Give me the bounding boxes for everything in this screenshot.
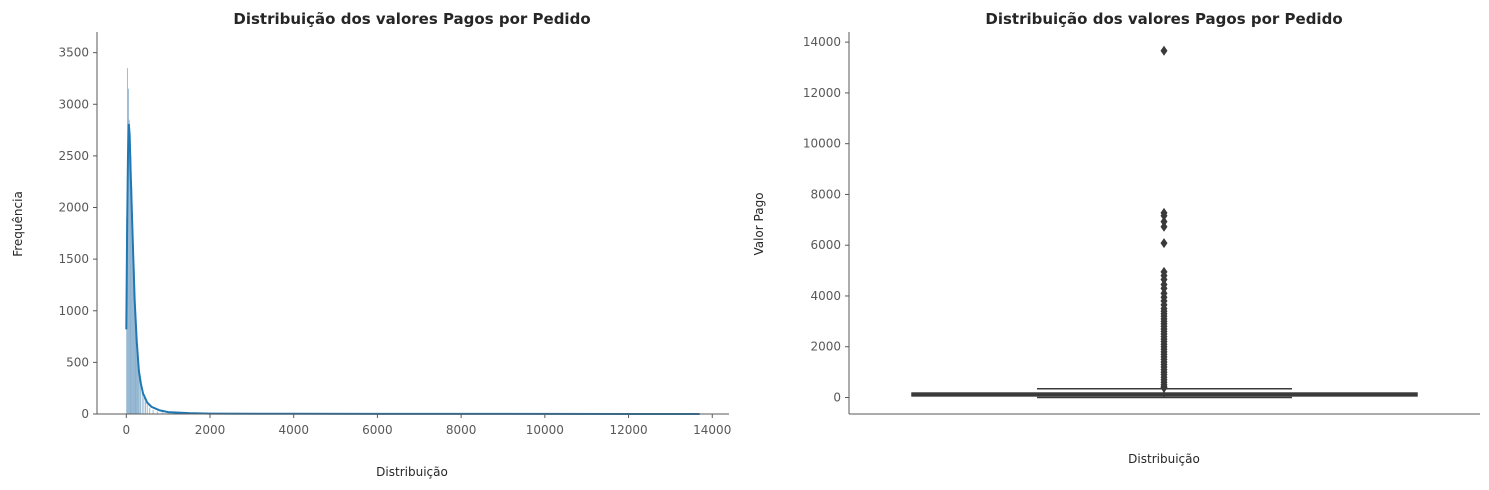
y-tick-label: 3000 xyxy=(58,97,89,111)
histogram-bar xyxy=(146,404,148,414)
histogram-bar xyxy=(134,295,136,414)
histogram-panel: Distribuição dos valores Pagos por Pedid… xyxy=(11,10,731,479)
y-tick-label: 0 xyxy=(833,391,841,405)
y-tick-label: 4000 xyxy=(810,289,841,303)
histogram-bar xyxy=(152,409,154,414)
boxplot-y-ticks: 0 2000 4000 6000 8000 10000 12000 14000 xyxy=(803,35,849,405)
histogram-bar xyxy=(129,135,131,415)
x-tick-label: 8000 xyxy=(446,423,477,437)
histogram-bar xyxy=(127,88,129,414)
outlier-point xyxy=(1160,45,1168,56)
outlier-point xyxy=(1160,216,1168,227)
histogram-bar xyxy=(135,315,137,414)
y-tick-label: 10000 xyxy=(803,137,841,151)
histogram-bar xyxy=(167,412,169,414)
boxplot-panel: Distribuição dos valores Pagos por Pedid… xyxy=(752,10,1480,466)
histogram-bars xyxy=(126,68,696,415)
y-tick-label: 12000 xyxy=(803,86,841,100)
histogram-bar xyxy=(133,269,135,414)
outlier-point xyxy=(1160,238,1168,249)
y-tick-label: 6000 xyxy=(810,238,841,252)
histogram-bar xyxy=(138,374,140,414)
y-tick-label: 2000 xyxy=(810,340,841,354)
histogram-bar xyxy=(161,412,163,414)
outlier-point xyxy=(1160,221,1168,232)
histogram-x-label: Distribuição xyxy=(376,465,448,479)
outlier-point xyxy=(1160,382,1168,393)
boxplot-outliers xyxy=(1160,45,1168,393)
x-tick-label: 12000 xyxy=(609,423,647,437)
boxplot-title: Distribuição dos valores Pagos por Pedid… xyxy=(985,10,1342,28)
outlier-point xyxy=(1160,210,1168,221)
y-tick-label: 0 xyxy=(81,407,89,421)
y-tick-label: 3500 xyxy=(58,46,89,60)
histogram-x-ticks: 0 2000 4000 6000 8000 10000 12000 14000 xyxy=(122,414,731,437)
y-tick-label: 8000 xyxy=(810,187,841,201)
y-tick-label: 14000 xyxy=(803,35,841,49)
histogram-bar xyxy=(138,364,139,414)
y-tick-label: 500 xyxy=(66,355,89,369)
boxplot-y-label: Valor Pago xyxy=(752,192,766,255)
y-tick-label: 2000 xyxy=(58,201,89,215)
x-tick-label: 6000 xyxy=(362,423,393,437)
histogram-bar xyxy=(128,119,130,414)
x-tick-label: 2000 xyxy=(195,423,226,437)
x-tick-label: 10000 xyxy=(526,423,564,437)
histogram-bar xyxy=(141,390,143,414)
histogram-bar xyxy=(149,407,151,414)
histogram-bar xyxy=(131,186,133,414)
y-tick-label: 2500 xyxy=(58,149,89,163)
histogram-kde-line xyxy=(125,123,700,415)
histogram-bar xyxy=(145,401,146,414)
histogram-bar xyxy=(130,155,132,414)
histogram-bar xyxy=(132,243,134,414)
histogram-bar xyxy=(143,396,145,414)
x-tick-label: 4000 xyxy=(278,423,309,437)
boxplot-x-label: Distribuição xyxy=(1128,452,1200,466)
y-tick-label: 1500 xyxy=(58,252,89,266)
histogram-y-label: Frequência xyxy=(11,191,25,257)
histogram-title: Distribuição dos valores Pagos por Pedid… xyxy=(233,10,590,28)
x-tick-label: 14000 xyxy=(693,423,731,437)
histogram-bar xyxy=(156,411,158,414)
histogram-bar xyxy=(140,383,141,414)
histogram-y-ticks: 0 500 1000 1500 2000 2500 3000 3500 xyxy=(58,46,97,421)
outlier-point xyxy=(1160,274,1168,285)
histogram-bar xyxy=(137,352,139,414)
outlier-point xyxy=(1160,283,1168,294)
histogram-bar xyxy=(132,217,133,414)
x-tick-label: 0 xyxy=(122,423,130,437)
histogram-bar xyxy=(136,336,138,414)
y-tick-label: 1000 xyxy=(58,304,89,318)
